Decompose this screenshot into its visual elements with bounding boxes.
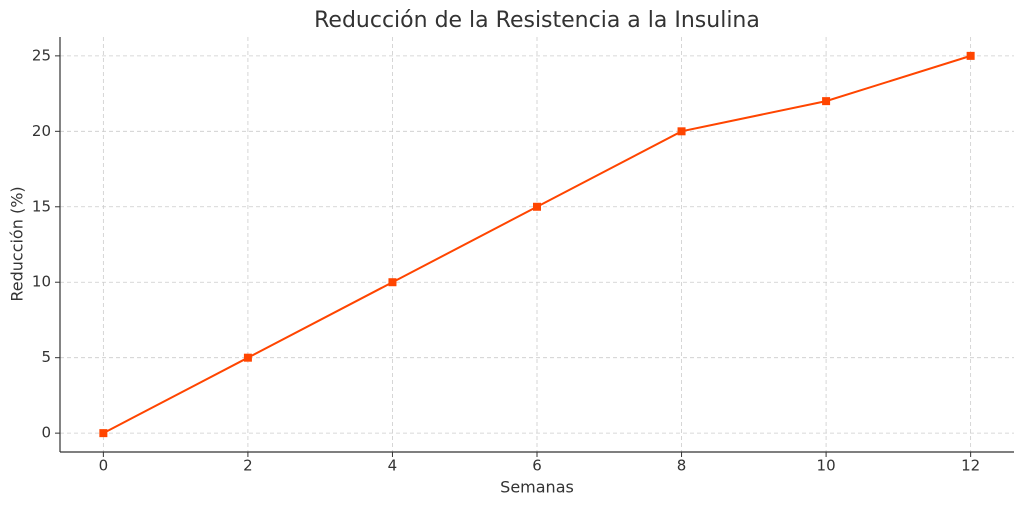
y-tick-label: 0 — [41, 424, 51, 442]
x-tick-label: 10 — [817, 457, 836, 475]
x-tick-label: 12 — [961, 457, 980, 475]
marker — [533, 202, 541, 211]
y-tick-label: 5 — [41, 348, 51, 366]
x-tick-label: 2 — [243, 457, 253, 475]
x-axis-label: Semanas — [500, 478, 574, 497]
marker — [677, 127, 686, 136]
y-tick-label: 20 — [32, 122, 51, 140]
marker — [99, 429, 108, 438]
y-tick-label: 15 — [32, 197, 51, 215]
x-tick-label: 0 — [99, 457, 109, 475]
marker — [243, 353, 252, 362]
x-tick-label: 6 — [532, 457, 542, 475]
chart-title: Reducción de la Resistencia a la Insulin… — [314, 8, 760, 33]
y-axis-label: Reducción (%) — [8, 186, 27, 301]
y-tick-label: 10 — [32, 273, 51, 291]
marker — [388, 278, 397, 287]
marker — [966, 51, 975, 60]
x-tick-label: 8 — [677, 457, 687, 475]
y-tick-label: 25 — [32, 46, 51, 64]
x-tick-label: 4 — [388, 457, 398, 475]
marker — [822, 97, 831, 106]
